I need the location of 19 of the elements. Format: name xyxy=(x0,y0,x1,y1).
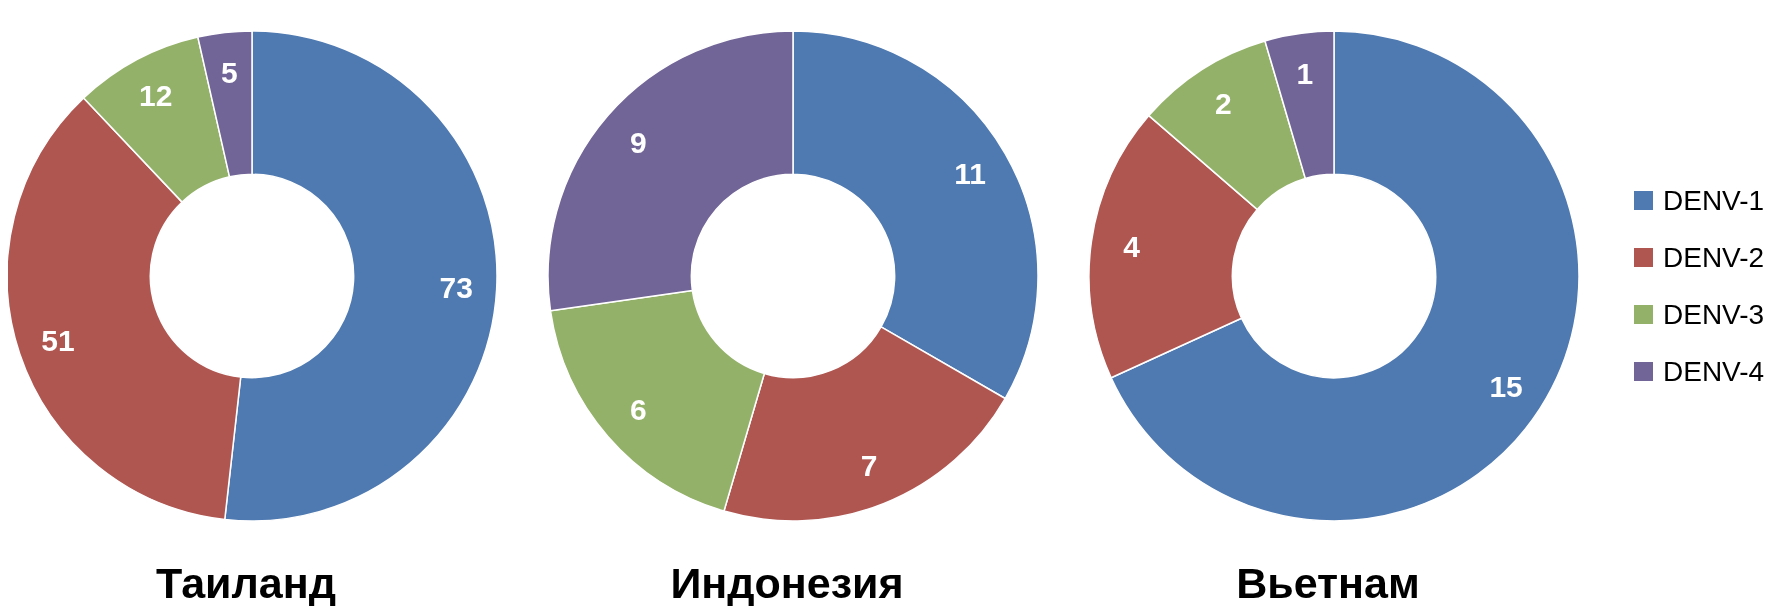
legend-label: DENV-4 xyxy=(1663,356,1765,388)
legend-label: DENV-3 xyxy=(1663,299,1765,331)
data-label: 6 xyxy=(630,393,647,427)
data-label: 1 xyxy=(1296,57,1314,91)
data-label: 15 xyxy=(1489,370,1523,404)
data-label: 51 xyxy=(41,324,75,358)
data-label: 73 xyxy=(439,270,473,304)
legend-label: DENV-1 xyxy=(1663,185,1765,217)
data-label: 12 xyxy=(139,79,173,113)
text: Индонезия xyxy=(670,559,904,607)
text: Таиланд xyxy=(155,559,337,607)
text: Вьетнам xyxy=(1236,559,1420,607)
data-label: 9 xyxy=(630,125,647,159)
data-label: 5 xyxy=(220,56,238,90)
data-label: 11 xyxy=(954,157,987,191)
legend-label: DENV-2 xyxy=(1663,242,1765,274)
data-label: 7 xyxy=(860,449,878,483)
data-label: 2 xyxy=(1215,87,1232,121)
data-label: 4 xyxy=(1123,230,1141,264)
